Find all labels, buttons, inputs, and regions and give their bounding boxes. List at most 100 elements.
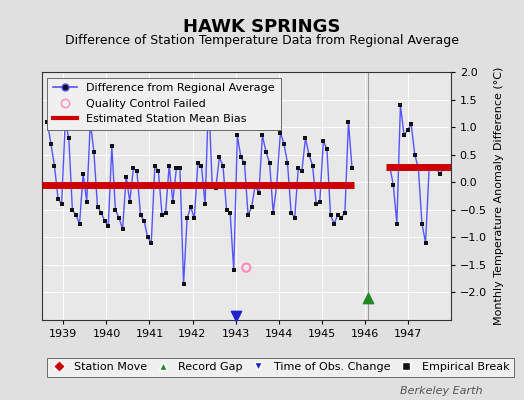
Point xyxy=(414,165,422,172)
Point xyxy=(208,182,216,188)
Point xyxy=(276,130,285,136)
Point xyxy=(269,209,277,216)
Point xyxy=(242,264,250,271)
Point xyxy=(333,212,342,218)
Point xyxy=(72,212,80,218)
Point xyxy=(298,168,306,174)
Point xyxy=(312,201,320,208)
Point xyxy=(341,209,349,216)
Point xyxy=(215,154,224,161)
Point xyxy=(290,215,299,221)
Point xyxy=(389,182,398,188)
Point xyxy=(212,184,220,191)
Point xyxy=(190,215,199,221)
Y-axis label: Monthly Temperature Anomaly Difference (°C): Monthly Temperature Anomaly Difference (… xyxy=(494,67,504,325)
Point xyxy=(222,206,231,213)
Point xyxy=(165,162,173,169)
Legend: Station Move, Record Gap, Time of Obs. Change, Empirical Break: Station Move, Record Gap, Time of Obs. C… xyxy=(48,358,514,377)
Point xyxy=(101,218,109,224)
Point xyxy=(326,212,335,218)
Point xyxy=(43,118,51,125)
Point xyxy=(86,118,94,125)
Point xyxy=(104,223,113,230)
Point xyxy=(64,135,73,141)
Point xyxy=(61,118,70,125)
Point xyxy=(266,160,274,166)
Point xyxy=(129,165,137,172)
Point xyxy=(187,204,195,210)
Point xyxy=(255,190,263,196)
Point xyxy=(93,204,102,210)
Point xyxy=(144,234,152,240)
Point xyxy=(315,198,324,205)
Point xyxy=(283,160,292,166)
Point xyxy=(111,206,119,213)
Point xyxy=(319,138,328,144)
Point xyxy=(183,215,191,221)
Point xyxy=(118,226,127,232)
Point xyxy=(400,132,408,138)
Point xyxy=(179,281,188,287)
Point xyxy=(79,171,88,177)
Point xyxy=(219,162,227,169)
Point xyxy=(54,196,62,202)
Point xyxy=(68,206,77,213)
Point xyxy=(421,240,430,246)
Point xyxy=(309,162,317,169)
Point xyxy=(258,132,267,138)
Point xyxy=(115,215,123,221)
Point xyxy=(344,118,353,125)
Point xyxy=(122,174,130,180)
Point xyxy=(204,94,213,100)
Point xyxy=(294,165,302,172)
Point xyxy=(272,182,281,188)
Text: Difference of Station Temperature Data from Regional Average: Difference of Station Temperature Data f… xyxy=(65,34,459,47)
Point xyxy=(147,240,156,246)
Point xyxy=(439,165,447,172)
Point xyxy=(201,201,209,208)
Point xyxy=(287,209,296,216)
Point xyxy=(418,220,426,227)
Point xyxy=(233,132,242,138)
Point xyxy=(154,168,162,174)
Point xyxy=(432,165,441,172)
Point xyxy=(348,165,356,172)
Point xyxy=(237,154,245,161)
Point xyxy=(83,198,91,205)
Point xyxy=(429,162,437,169)
Point xyxy=(330,220,339,227)
Point xyxy=(280,140,288,147)
Point xyxy=(197,162,205,169)
Point xyxy=(411,152,419,158)
Point xyxy=(230,267,238,274)
Point xyxy=(136,212,145,218)
Point xyxy=(403,127,412,133)
Point xyxy=(226,209,234,216)
Point xyxy=(247,204,256,210)
Point xyxy=(435,171,444,177)
Point xyxy=(107,143,116,150)
Point xyxy=(241,160,249,166)
Point xyxy=(97,209,105,216)
Point xyxy=(231,312,239,319)
Point xyxy=(75,220,84,227)
Point xyxy=(140,218,148,224)
Point xyxy=(301,135,310,141)
Point xyxy=(396,102,405,108)
Point xyxy=(323,146,331,152)
Point xyxy=(50,162,59,169)
Point xyxy=(176,165,184,172)
Point xyxy=(58,201,66,208)
Point xyxy=(133,168,141,174)
Point xyxy=(337,215,345,221)
Point xyxy=(407,121,416,128)
Point xyxy=(364,295,372,301)
Point xyxy=(161,209,170,216)
Point xyxy=(90,149,98,155)
Point xyxy=(172,165,181,172)
Point xyxy=(262,149,270,155)
Point xyxy=(392,220,401,227)
Point xyxy=(425,165,433,172)
Point xyxy=(126,198,134,205)
Point xyxy=(386,162,394,169)
